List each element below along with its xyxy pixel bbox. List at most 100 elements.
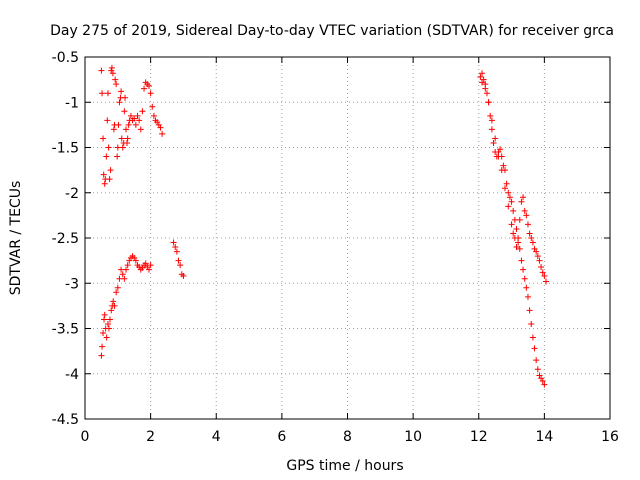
data-point <box>502 185 508 192</box>
y-tick-label: -4 <box>65 367 79 383</box>
axis-ticks: 0 2 4 6 8 10 12 14 16 -0.5 -1 -1.5 -2 -2.5 -3 -3.5 -4 -4.… <box>52 50 619 445</box>
data-point <box>110 298 117 305</box>
y-tick-label: -0.5 <box>52 50 79 66</box>
y-tick-label: -1 <box>65 95 79 111</box>
series-late-pass-b <box>479 79 550 285</box>
chart-title: Day 275 of 2019, Sidereal Day-to-day VTE… <box>50 23 614 39</box>
data-point <box>536 257 543 264</box>
data-point <box>500 162 507 169</box>
data-point <box>505 189 512 196</box>
data-point <box>118 88 125 95</box>
data-point <box>526 230 533 237</box>
data-point <box>516 245 523 252</box>
data-point <box>147 262 154 269</box>
data-point <box>541 381 548 388</box>
grid-lines <box>85 57 610 419</box>
y-tick-label: -3.5 <box>52 322 79 338</box>
data-point <box>103 334 110 341</box>
data-point <box>110 126 117 133</box>
data-point <box>539 269 546 276</box>
data-point <box>528 320 535 327</box>
data-point <box>177 262 184 269</box>
data-point <box>498 167 505 174</box>
data-point <box>538 263 545 270</box>
data-point <box>114 153 121 160</box>
data-point <box>131 115 138 122</box>
y-tick-label: -2 <box>65 186 79 202</box>
data-point <box>108 64 115 71</box>
data-point <box>119 271 126 278</box>
data-point <box>503 180 510 187</box>
data-point <box>477 73 484 80</box>
data-point <box>529 334 536 341</box>
data-point <box>483 90 490 97</box>
data-point <box>518 257 525 264</box>
data-point <box>513 225 520 232</box>
x-tick-label: 10 <box>404 429 422 445</box>
x-tick-label: 14 <box>535 429 553 445</box>
data-point <box>100 171 107 178</box>
data-point <box>533 248 540 255</box>
data-points <box>98 64 550 388</box>
data-point <box>105 325 112 332</box>
data-point <box>521 275 528 282</box>
y-tick-label: -3 <box>65 276 79 292</box>
x-axis-label: GPS time / hours <box>286 458 403 474</box>
data-point <box>543 278 550 285</box>
data-point <box>113 81 120 88</box>
data-point <box>139 108 146 115</box>
data-point <box>534 366 541 373</box>
data-point <box>526 307 533 314</box>
data-point <box>488 117 495 124</box>
data-point <box>141 85 148 92</box>
x-tick-label: 16 <box>601 429 619 445</box>
data-point <box>479 70 486 77</box>
data-point <box>100 135 107 142</box>
data-point <box>520 266 527 273</box>
data-point <box>118 135 125 142</box>
data-point <box>99 90 106 97</box>
data-point <box>104 90 111 97</box>
data-point <box>482 85 489 92</box>
data-point <box>121 275 128 282</box>
data-point <box>132 257 139 264</box>
data-point <box>524 293 531 300</box>
data-point <box>518 198 525 205</box>
data-point <box>145 266 152 273</box>
data-point <box>520 194 527 201</box>
data-point <box>516 216 523 223</box>
data-point <box>505 203 512 210</box>
data-point <box>523 284 530 291</box>
data-point <box>125 121 132 128</box>
data-point <box>513 244 520 251</box>
data-point <box>495 153 502 160</box>
series-upper-early <box>98 64 166 187</box>
data-point <box>145 82 152 89</box>
data-point <box>123 126 130 133</box>
x-tick-label: 8 <box>343 429 352 445</box>
y-axis-label: SDTVAR / TECUs <box>8 181 24 296</box>
data-point <box>101 180 108 187</box>
data-point <box>99 343 106 350</box>
data-point <box>134 112 141 119</box>
data-point <box>98 67 105 74</box>
data-point <box>534 253 541 260</box>
data-point <box>116 99 123 106</box>
y-tick-label: -4.5 <box>52 412 79 428</box>
data-point <box>98 352 105 359</box>
data-point <box>490 139 497 146</box>
data-point <box>101 311 108 318</box>
x-tick-label: 2 <box>146 429 155 445</box>
data-point <box>521 207 528 214</box>
data-point <box>112 76 119 83</box>
data-point <box>103 153 110 160</box>
data-point <box>124 262 131 269</box>
data-point <box>170 239 177 246</box>
data-point <box>173 248 180 255</box>
data-point <box>523 212 530 219</box>
data-point <box>114 284 121 291</box>
series-lower-early <box>98 239 187 359</box>
data-point <box>137 126 144 133</box>
data-point <box>150 112 157 119</box>
